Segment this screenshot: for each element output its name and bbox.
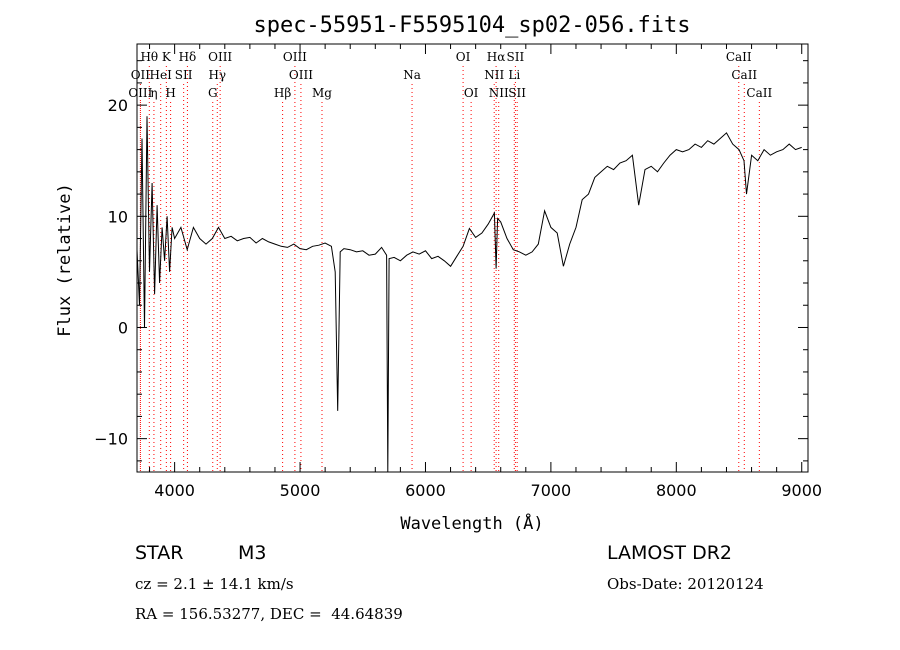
line-label: SII [508,86,526,100]
x-tick-label: 8000 [656,481,697,500]
line-label: OIII [283,50,307,64]
line-label: NII [484,68,504,82]
axis-ticks [137,44,808,472]
survey-name: LAMOST DR2 [607,542,732,564]
line-label: H [165,86,175,100]
y-tick-labels: −10 0 10 20 [94,96,128,449]
line-label: Hγ [208,68,226,82]
spectral-line-markers [139,66,760,472]
x-tick-label: 9000 [781,481,822,500]
y-tick-label: 20 [108,96,128,115]
line-label: Li [508,68,520,82]
observation-date: Obs-Date: 20120124 [607,575,764,593]
line-label: CaII [726,50,752,64]
line-label: Mg [312,86,332,100]
line-label: K [162,50,172,64]
line-label: OI [464,86,479,100]
ra-dec: RA = 156.53277, DEC = 44.64839 [135,605,403,623]
spectrum-line [136,116,802,473]
line-label: Na [403,68,421,82]
line-label: Hα [487,50,506,64]
x-tick-label: 6000 [405,481,446,500]
line-label: CaII [746,86,772,100]
line-label: OIII [208,50,232,64]
line-label: SII [507,50,525,64]
y-tick-label: 0 [118,318,128,337]
x-tick-label: 5000 [280,481,321,500]
x-axis-label: Wavelength (Å) [400,512,543,534]
line-label: NII [489,86,509,100]
plot-frame [136,43,809,473]
line-label: G [208,86,218,100]
x-tick-labels: 4000 5000 6000 7000 8000 9000 [154,481,822,500]
line-label: Hδ [179,50,197,64]
y-tick-label: −10 [94,430,128,449]
x-tick-label: 7000 [531,481,572,500]
line-label: CaII [731,68,757,82]
line-label: η [150,86,157,100]
y-tick-label: 10 [108,207,128,226]
line-label: OII [131,68,151,82]
redshift-cz: cz = 2.1 ± 14.1 km/s [135,575,294,593]
line-label: HeI [150,68,173,82]
object-class: STAR [135,542,184,564]
line-label: OI [456,50,471,64]
object-subclass: M3 [238,542,267,564]
y-axis-label: Flux (relative) [55,183,75,337]
line-label: OIII [289,68,313,82]
line-label: Hθ [140,50,158,64]
line-label: Hβ [274,86,291,100]
chart-title: spec-55951-F5595104_sp02-056.fits [253,13,690,38]
x-tick-label: 4000 [154,481,195,500]
line-label: SII [175,68,193,82]
line-label: OIII [128,86,152,100]
